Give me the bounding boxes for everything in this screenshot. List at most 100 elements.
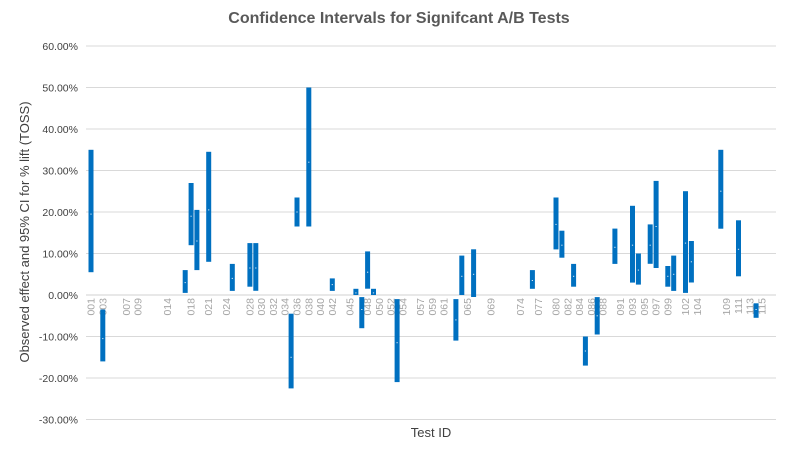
ci-bar-096 [647,224,653,264]
observed-effect-point-001 [90,213,92,215]
y-tick-label: 10.00% [42,249,78,261]
observed-effect-point-048 [367,271,369,273]
observed-effect-point-021 [208,209,210,211]
observed-effect-point-049 [372,292,375,294]
y-tick-label: -10.00% [39,332,78,344]
x-tick-label: 091 [615,298,627,316]
observed-effect-point-114 [755,309,757,310]
x-tick-label: 048 [362,298,374,316]
ci-bar-019 [194,209,200,271]
ci-bar-047 [359,297,365,329]
ci-bar-003 [100,309,106,362]
x-tick-label: 077 [533,298,545,316]
x-tick-label: 038 [303,298,315,316]
ci-bar-046 [353,288,359,295]
x-tick-label: 115 [757,298,769,315]
x-tick-label: 018 [186,298,198,316]
x-axis-tick-labels: 001 003 007 009 014 018 021 024 028 030 032 034 036 0… [86,298,769,316]
x-tick-label: 040 [315,298,327,316]
ci-bar-100 [671,255,677,291]
observed-effect-point-028 [249,267,251,269]
y-axis-tick-labels: -30.00% -20.00% -10.00% 0.00% 10.00% 20.00% 30… [39,41,78,427]
gridlines [86,45,776,420]
ci-bar-053 [394,299,400,383]
y-tick-label: 20.00% [42,207,78,219]
x-tick-label: 088 [598,298,610,316]
ci-bar-093 [630,205,635,283]
observed-effect-point-025 [231,277,233,279]
observed-effect-point-108 [720,190,722,192]
observed-effect-point-047 [361,309,363,310]
observed-effect-point-100 [673,273,675,275]
ci-bar-080 [553,197,559,250]
ci-bar-081 [559,230,565,258]
observed-effect-point-111 [737,248,740,250]
ci-bar-025 [229,263,235,291]
observed-effect-point-085 [584,350,586,352]
y-axis-title: Observed effect and 95% CI for % lift (T… [17,101,32,362]
x-tick-label: 007 [121,298,133,316]
x-tick-label: 084 [574,298,586,316]
observed-effect-point-042 [331,284,333,286]
observed-effect-point-036 [296,211,298,213]
x-tick-label: 024 [221,298,233,316]
x-tick-label: 028 [244,298,256,316]
x-tick-label: 042 [327,298,339,316]
observed-effect-point-046 [355,292,357,294]
x-tick-label: 045 [345,298,357,316]
observed-effect-point-064 [461,275,463,277]
x-axis-title: Test ID [411,425,451,440]
observed-effect-point-103 [690,261,692,263]
observed-effect-point-093 [631,244,634,246]
observed-effect-point-063 [455,319,457,321]
x-tick-label: 061 [439,298,451,316]
observed-effect-point-097 [655,226,657,227]
ci-bar-111 [736,220,741,277]
x-tick-label: 093 [627,298,639,316]
x-tick-label: 111 [733,298,745,314]
observed-effect-point-090 [614,246,616,248]
ci-bar-108 [718,149,724,229]
observed-effect-point-029 [255,267,257,269]
ci-bar-001 [88,149,94,273]
ci-bar-038 [306,87,312,227]
ci-bar-090 [612,228,618,264]
y-tick-label: 50.00% [42,83,78,95]
ci-bar-021 [206,151,212,262]
x-tick-label: 057 [415,298,427,316]
ci-bar-102 [683,191,688,293]
x-tick-label: 034 [280,298,292,316]
x-tick-label: 109 [721,298,733,316]
x-tick-label: 036 [292,298,304,316]
x-tick-label: 032 [268,298,280,316]
y-tick-label: 30.00% [42,166,78,178]
confidence-intervals [88,87,759,389]
observed-effect-point-081 [561,244,563,246]
x-tick-label: 102 [680,298,692,316]
observed-effect-point-003 [102,338,104,340]
observed-effect-point-019 [196,240,198,242]
x-tick-label: 065 [462,298,474,316]
x-tick-label: 074 [515,298,527,316]
observed-effect-point-094 [637,269,639,271]
observed-effect-point-087 [596,315,598,317]
x-tick-label: 095 [639,298,651,316]
observed-effect-point-096 [649,244,651,246]
y-tick-label: 60.00% [42,41,78,53]
ci-bar-097 [653,180,659,268]
ci-bar-076 [529,270,535,289]
x-tick-label: 050 [374,298,386,316]
x-tick-label: 082 [562,298,574,316]
observed-effect-point-053 [396,342,398,344]
x-tick-label: 021 [203,298,215,316]
observed-effect-point-083 [573,275,575,277]
observed-effect-point-038 [308,161,310,163]
observed-effect-point-018 [190,215,192,217]
y-tick-label: -20.00% [39,373,78,385]
ci-bar-114 [753,303,759,318]
y-tick-label: 0.00% [48,290,78,302]
x-tick-label: 009 [133,298,145,316]
x-tick-label: 001 [86,298,98,316]
ci-bar-094 [635,253,641,285]
